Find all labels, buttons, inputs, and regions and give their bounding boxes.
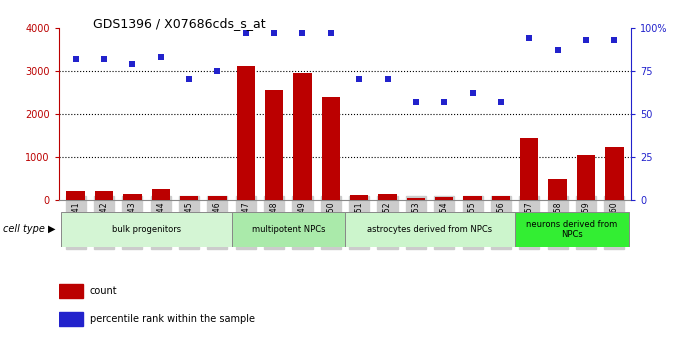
Bar xyxy=(350,195,368,200)
Point xyxy=(184,77,195,82)
Point xyxy=(524,35,535,41)
Bar xyxy=(95,190,113,200)
Point xyxy=(354,77,365,82)
Bar xyxy=(520,138,538,200)
Point xyxy=(467,90,478,96)
Text: percentile rank within the sample: percentile rank within the sample xyxy=(90,314,255,324)
Text: neurons derived from
NPCs: neurons derived from NPCs xyxy=(526,220,618,239)
Bar xyxy=(61,212,232,247)
Bar xyxy=(59,284,83,298)
Point xyxy=(411,99,422,105)
Text: bulk progenitors: bulk progenitors xyxy=(112,225,181,234)
Point xyxy=(382,77,393,82)
Bar xyxy=(232,212,345,247)
Text: cell type ▶: cell type ▶ xyxy=(3,225,55,234)
Text: count: count xyxy=(90,286,117,296)
Point xyxy=(268,30,279,36)
Bar xyxy=(435,197,453,200)
Bar xyxy=(515,212,629,247)
Point xyxy=(297,30,308,36)
Point xyxy=(99,56,110,61)
Point xyxy=(70,56,81,61)
Bar xyxy=(577,155,595,200)
Bar xyxy=(237,66,255,200)
Bar xyxy=(152,189,170,200)
Bar xyxy=(605,147,624,200)
Text: astrocytes derived from NPCs: astrocytes derived from NPCs xyxy=(368,225,493,234)
Point xyxy=(155,54,166,60)
Point xyxy=(439,99,450,105)
Bar xyxy=(492,196,510,200)
Bar xyxy=(293,73,312,200)
Bar xyxy=(322,97,340,200)
Bar xyxy=(345,212,515,247)
Point xyxy=(240,30,251,36)
Bar xyxy=(59,312,83,326)
Bar xyxy=(549,179,567,200)
Point xyxy=(325,30,336,36)
Bar xyxy=(406,197,425,200)
Point xyxy=(495,99,506,105)
Bar xyxy=(180,196,198,200)
Bar xyxy=(66,190,85,200)
Bar xyxy=(208,196,226,200)
Bar xyxy=(123,194,141,200)
Text: multipotent NPCs: multipotent NPCs xyxy=(252,225,325,234)
Bar xyxy=(265,90,284,200)
Text: GDS1396 / X07686cds_s_at: GDS1396 / X07686cds_s_at xyxy=(93,17,266,30)
Bar xyxy=(464,196,482,200)
Point xyxy=(127,61,138,67)
Bar xyxy=(378,194,397,200)
Point xyxy=(609,37,620,42)
Point xyxy=(552,47,563,53)
Point xyxy=(212,68,223,73)
Point xyxy=(580,37,591,42)
